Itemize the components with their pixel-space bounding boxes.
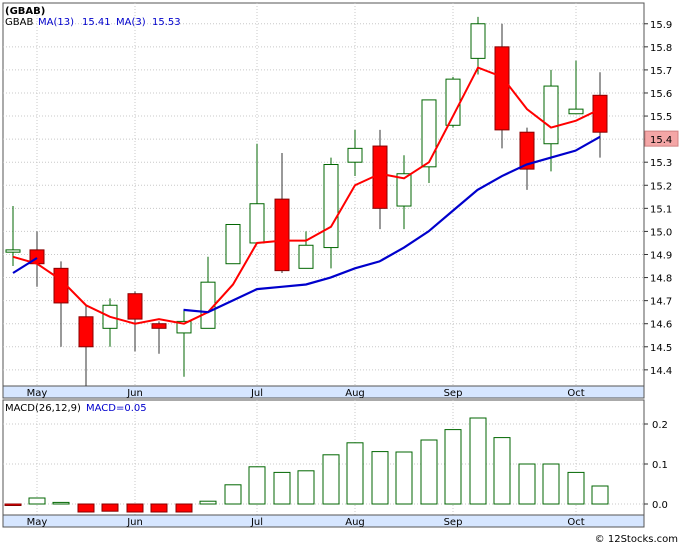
price-tick-label: 15.1	[650, 204, 672, 215]
price-tick-label: 14.7	[650, 297, 672, 308]
macd-x-tick-label: Aug	[345, 517, 365, 528]
macd-panel: 0.0 0.1 0.2 MACD(26,12,9) MACD=0.05 May Jun Jul…	[2, 399, 668, 528]
candle-body	[225, 223, 241, 265]
macd-bar	[273, 471, 291, 505]
macd-bar	[444, 429, 462, 505]
macd-bar	[420, 439, 438, 505]
macd-title: MACD(26,12,9)	[5, 403, 81, 414]
candle-body	[176, 320, 192, 334]
macd-tick-label: 0.0	[652, 500, 668, 511]
symbol-title: (GBAB)	[5, 6, 45, 17]
candle-body	[323, 164, 339, 249]
price-tick-label: 14.8	[650, 274, 672, 285]
price-tick-label: 15.6	[650, 89, 672, 100]
price-x-tick-label: Jun	[126, 388, 143, 399]
candle-body	[127, 293, 143, 320]
legend-ma13-value: 15.41	[82, 17, 111, 28]
price-tick-label: 15.2	[650, 181, 672, 192]
macd-bar	[150, 503, 168, 513]
candle-body	[396, 173, 412, 207]
legend-symbol: GBAB	[5, 17, 33, 28]
macd-bar	[28, 497, 46, 505]
price-x-tick-label: Sep	[444, 388, 463, 399]
price-x-axis-band	[2, 385, 645, 399]
candle-body	[78, 316, 94, 348]
price-tick-label: 15.8	[650, 43, 672, 54]
candle-body	[298, 244, 314, 269]
macd-bar	[518, 463, 536, 505]
ma-early-line	[12, 257, 38, 274]
candle-body	[494, 46, 510, 131]
price-tick-label: 15.7	[650, 66, 672, 77]
price-tick-label: 14.6	[650, 320, 672, 331]
macd-x-tick-label: Sep	[444, 517, 463, 528]
macd-x-tick-label: Oct	[567, 517, 584, 528]
candle-body	[592, 94, 608, 133]
macd-x-tick-label: May	[27, 517, 48, 528]
ma3-line	[12, 66, 601, 325]
macd-bar	[199, 500, 217, 505]
watermark: © 12Stocks.com	[595, 534, 678, 545]
macd-bar	[346, 442, 364, 505]
last-price-label: 15.4	[650, 135, 672, 146]
macd-bar	[248, 466, 266, 505]
macd-bar	[567, 471, 585, 505]
macd-x-tick-label: Jul	[250, 517, 263, 528]
macd-x-axis-band	[2, 514, 645, 528]
macd-bar	[224, 484, 242, 505]
macd-bar	[101, 503, 119, 512]
candle-body	[519, 131, 535, 170]
candle-body	[470, 23, 486, 59]
price-tick-label: 14.5	[650, 343, 672, 354]
legend-ma3-name: MA(3)	[116, 17, 146, 28]
candle-body	[568, 108, 584, 115]
price-x-tick-label: May	[27, 388, 48, 399]
macd-bar	[4, 503, 22, 506]
macd-tick-label: 0.1	[652, 460, 668, 471]
macd-bar	[469, 417, 487, 505]
candle-body	[372, 145, 388, 209]
macd-tick-label: 0.2	[652, 420, 668, 431]
candle-body	[274, 198, 290, 272]
candle-body	[151, 323, 167, 329]
candle-body	[5, 249, 21, 253]
price-x-tick-label: Jul	[250, 388, 263, 399]
price-tick-label: 15.5	[650, 112, 672, 123]
price-tick-label: 14.9	[650, 250, 672, 261]
price-x-tick-label: Aug	[345, 388, 365, 399]
price-x-tick-label: Oct	[567, 388, 584, 399]
candle-body	[200, 281, 216, 329]
price-panel: 14.4 14.5 14.6 14.7 14.8 14.9 15.0 15.1 15.2 15.3…	[2, 2, 679, 399]
candle-body	[249, 203, 265, 244]
macd-bar	[591, 485, 609, 505]
ma13-line	[183, 135, 601, 314]
macd-bar	[493, 437, 511, 505]
macd-bar	[395, 451, 413, 505]
candle-body	[421, 99, 437, 168]
price-tick-label: 15.0	[650, 227, 672, 238]
candle-body	[347, 147, 363, 163]
price-tick-label: 14.4	[650, 366, 672, 377]
macd-bar	[322, 454, 340, 505]
macd-bar	[175, 503, 193, 513]
candle-body	[543, 85, 559, 145]
candle-body	[445, 78, 461, 126]
macd-bar	[297, 470, 315, 505]
price-tick-label: 15.3	[650, 158, 672, 169]
legend-ma3-value: 15.53	[152, 17, 181, 28]
last-price-tag	[644, 130, 679, 147]
macd-bar	[52, 501, 70, 505]
macd-bar	[126, 503, 144, 513]
macd-bar	[542, 463, 560, 505]
macd-x-tick-label: Jun	[126, 517, 143, 528]
macd-bar	[371, 451, 389, 505]
price-tick-label: 15.9	[650, 20, 672, 31]
legend-ma13-name: MA(13)	[38, 17, 74, 28]
macd-value: MACD=0.05	[86, 403, 147, 414]
macd-bar	[77, 503, 95, 513]
